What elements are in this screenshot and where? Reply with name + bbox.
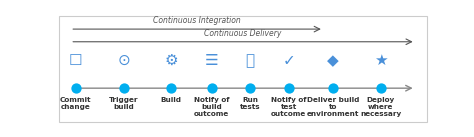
Text: Commit
change: Commit change: [60, 97, 91, 110]
Text: ⬜: ⬜: [246, 53, 255, 68]
Text: ⊙: ⊙: [117, 53, 130, 68]
Text: ☰: ☰: [205, 53, 219, 68]
Text: Continuous Integration: Continuous Integration: [153, 16, 241, 25]
Point: [72, 87, 80, 89]
Text: Trigger
build: Trigger build: [109, 97, 138, 110]
Text: Deploy
where
necessary: Deploy where necessary: [360, 97, 401, 117]
Point: [208, 87, 216, 89]
Text: Notify of
test
outcome: Notify of test outcome: [271, 97, 307, 117]
Text: ✓: ✓: [283, 53, 295, 68]
Text: Run
tests: Run tests: [240, 97, 261, 110]
Text: Continuous Delivery: Continuous Delivery: [204, 29, 282, 38]
Point: [120, 87, 128, 89]
Text: ☐: ☐: [69, 53, 82, 68]
Point: [285, 87, 292, 89]
Point: [167, 87, 175, 89]
Text: ◆: ◆: [327, 53, 339, 68]
Text: Notify of
build
outcome: Notify of build outcome: [194, 97, 229, 117]
Text: Build: Build: [161, 97, 182, 103]
Point: [246, 87, 254, 89]
Point: [329, 87, 337, 89]
Text: ⚙: ⚙: [164, 53, 178, 68]
Text: ★: ★: [374, 53, 387, 68]
Point: [377, 87, 384, 89]
Text: Deliver build
to
environment: Deliver build to environment: [307, 97, 359, 117]
